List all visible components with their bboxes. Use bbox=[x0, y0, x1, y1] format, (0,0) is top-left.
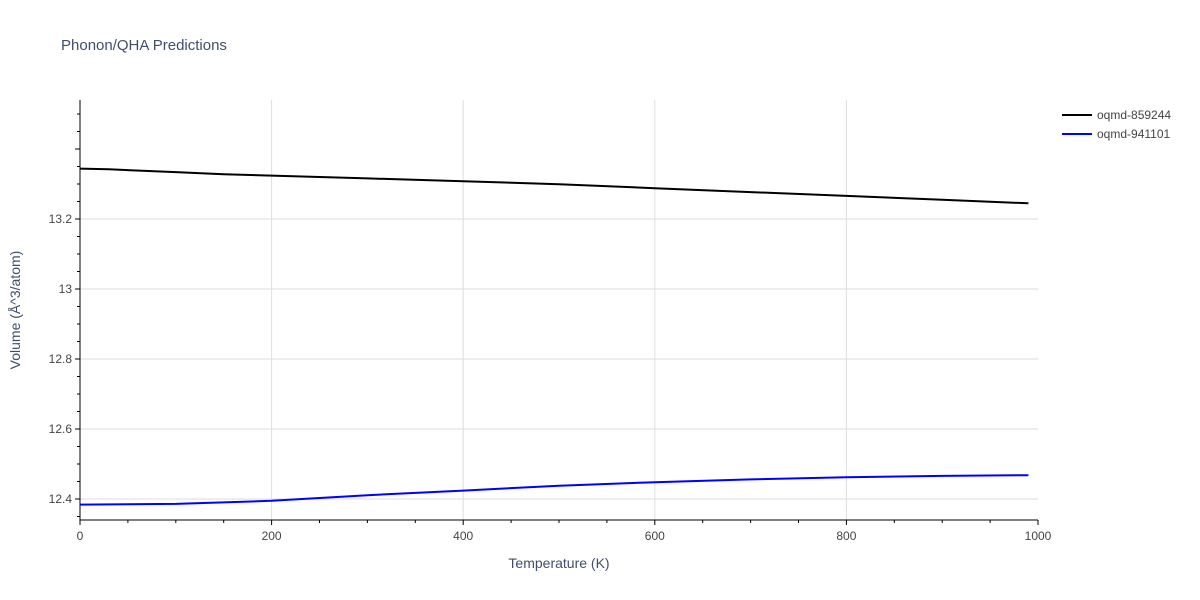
x-axis-ticks: 0 200 400 600 800 1000 bbox=[77, 520, 1052, 543]
x-tick-label: 1000 bbox=[1025, 529, 1052, 543]
y-axis-title: Volume (Å^3/atom) bbox=[7, 251, 23, 370]
y-tick-label: 12.4 bbox=[49, 492, 73, 506]
x-tick-label: 200 bbox=[262, 529, 282, 543]
legend-item-oqmd-859244[interactable]: oqmd-859244 bbox=[1062, 108, 1171, 122]
y-axis-ticks: 12.4 12.6 12.8 13 13.2 bbox=[49, 113, 80, 517]
axes bbox=[79, 100, 1038, 521]
legend-label: oqmd-859244 bbox=[1097, 108, 1171, 122]
series-lines bbox=[79, 167, 1029, 506]
y-tick-label: 13.2 bbox=[49, 212, 73, 226]
legend-label: oqmd-941101 bbox=[1097, 127, 1170, 141]
series-line-oqmd-941101 bbox=[79, 474, 1029, 506]
y-tick-label: 13 bbox=[59, 282, 73, 296]
grid bbox=[80, 100, 1038, 520]
x-tick-label: 800 bbox=[836, 529, 856, 543]
y-tick-label: 12.6 bbox=[49, 422, 73, 436]
series-line-oqmd-859244 bbox=[79, 167, 1029, 205]
chart-title: Phonon/QHA Predictions bbox=[61, 37, 227, 54]
legend[interactable]: oqmd-859244 oqmd-941101 bbox=[1062, 108, 1171, 141]
legend-item-oqmd-941101[interactable]: oqmd-941101 bbox=[1062, 127, 1170, 141]
x-tick-label: 0 bbox=[77, 529, 84, 543]
y-tick-label: 12.8 bbox=[49, 352, 73, 366]
x-tick-label: 600 bbox=[645, 529, 665, 543]
x-tick-label: 400 bbox=[453, 529, 473, 543]
x-axis-title: Temperature (K) bbox=[508, 555, 609, 571]
